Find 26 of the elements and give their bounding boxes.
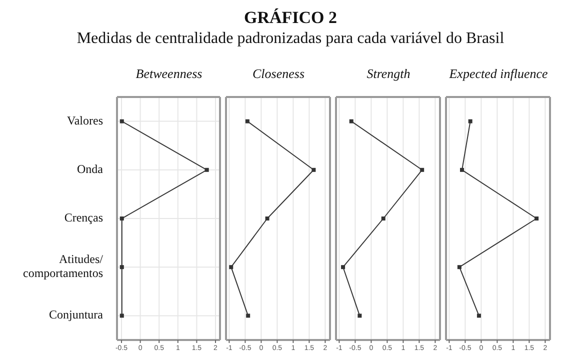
chart-title: Strength (366, 66, 412, 82)
point (358, 314, 362, 318)
y-tick-label: Onda (77, 162, 104, 176)
point (312, 168, 316, 172)
point (246, 314, 250, 318)
point (229, 265, 234, 270)
point (349, 119, 354, 124)
chart-title: Closeness (252, 66, 306, 82)
point (476, 314, 481, 318)
chart-title: Betweenness (134, 66, 204, 82)
point (341, 265, 346, 270)
y-tick-label: Conjuntura (49, 307, 104, 322)
text: Medidas de centralidade padronizadas para cada variável do Brasil (76, 30, 506, 48)
chart-title: Expected influence (448, 66, 549, 82)
point (420, 168, 424, 172)
y-tick-label: Valores (67, 113, 104, 128)
point (468, 119, 472, 124)
point (534, 216, 539, 220)
point (265, 216, 270, 220)
point (460, 168, 464, 172)
point (381, 216, 386, 220)
y-tick-label: Crenças (64, 210, 104, 224)
y-tick-label: Atitudes/ comportamentos (23, 252, 104, 280)
point (245, 119, 250, 124)
point (457, 265, 462, 270)
text: GRÁFICO 2 (242, 8, 338, 28)
